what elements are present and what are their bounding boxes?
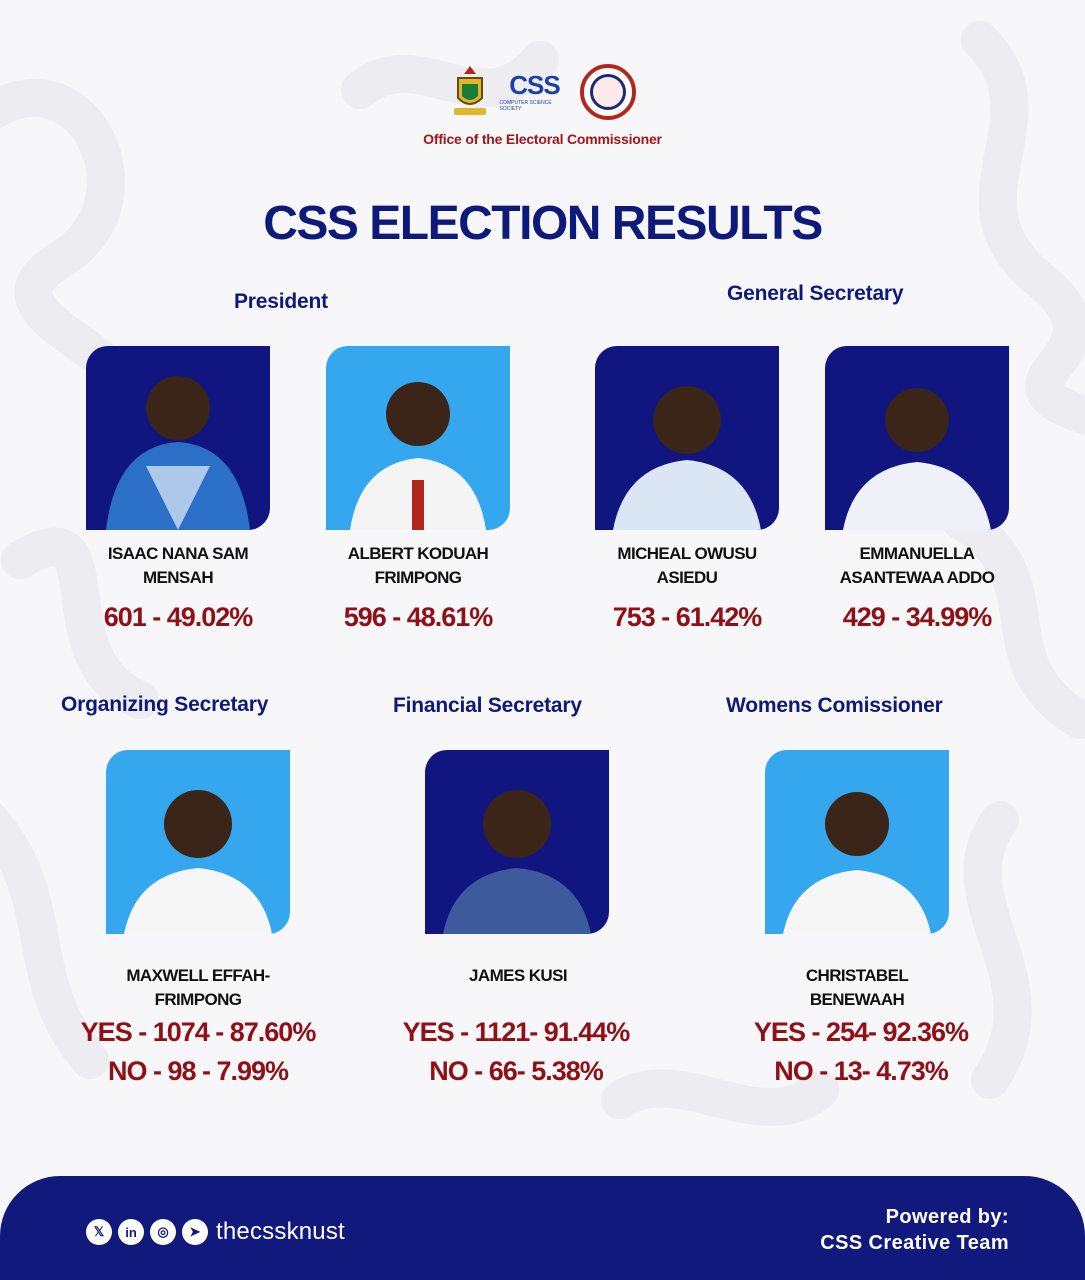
candidate-name: MICHEAL OWUSU ASIEDU [617,544,757,587]
office-title: Office of the Electoral Commissioner [423,131,662,147]
candidate-yes-result: YES - 1121- 91.44% [402,1017,631,1047]
candidate-no-result: NO - 98 - 7.99% [107,1056,289,1086]
candidate-result: 601 - 49.02% [103,602,254,632]
candidate-name: EMMANUELLA ASANTEWAA ADDO [839,544,995,587]
telegram-icon[interactable]: ➤ [182,1219,208,1245]
candidate-name: CHRISTABEL BENEWAAH [805,966,909,1009]
candidate-photo [326,346,510,530]
x-icon[interactable]: 𝕏 [86,1219,112,1245]
candidate-name: MAXWELL EFFAH- FRIMPONG [126,966,270,1009]
powered-by: Powered by: CSS Creative Team [820,1206,1009,1254]
social-handle[interactable]: thecssknust [216,1218,345,1245]
candidate-photo [595,346,779,530]
section-financial-secretary: Financial Secretary [393,694,582,717]
candidate-yes-result: YES - 254- 92.36% [753,1017,969,1047]
electoral-commission-seal-icon [579,64,636,120]
linkedin-icon[interactable]: in [118,1219,144,1245]
section-organizing-secretary: Organizing Secretary [61,693,269,716]
header-logos: CSS COMPUTER SCIENCE SOCIETY [0,64,1085,120]
candidate-no-result: NO - 66- 5.38% [429,1056,604,1086]
knust-crest-icon [450,64,490,120]
page-title: CSS ELECTION RESULTS [263,197,823,250]
instagram-icon[interactable]: ◎ [150,1219,176,1245]
candidate-photo [106,750,290,934]
section-general-secretary: General Secretary [727,282,904,305]
candidate-photo [765,750,949,934]
section-president: President [234,290,328,313]
candidate-name: ISAAC NANA SAM MENSAH [107,544,249,587]
candidate-result: 753 - 61.42% [612,602,763,632]
candidate-yes-result: YES - 1074 - 87.60% [80,1017,317,1047]
candidate-photo [425,750,609,934]
candidate-result: 596 - 48.61% [343,602,494,632]
css-logo-icon: CSS COMPUTER SCIENCE SOCIETY [499,70,561,112]
social-links: 𝕏 in ◎ ➤ thecssknust [86,1218,345,1246]
candidate-name: ALBERT KODUAH FRIMPONG [347,544,489,587]
candidate-result: 429 - 34.99% [842,602,993,632]
footer-bar [0,1176,1085,1280]
candidate-photo [825,346,1009,530]
candidate-name: JAMES KUSI [469,966,568,985]
section-womens-commissioner: Womens Comissioner [726,694,943,717]
candidate-photo [86,346,270,530]
candidate-no-result: NO - 13- 4.73% [774,1056,949,1086]
